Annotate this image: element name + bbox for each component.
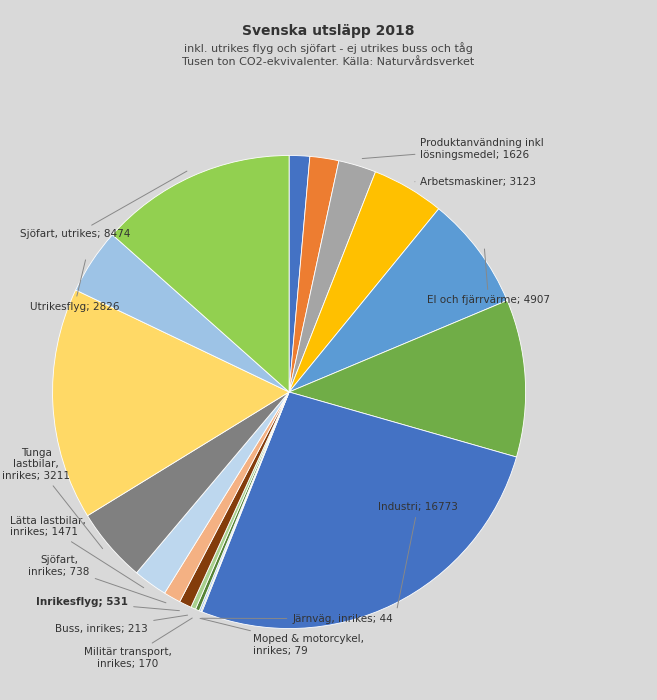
Wedge shape — [179, 392, 289, 607]
Text: Avfall; 1246: Avfall; 1246 — [0, 699, 1, 700]
Wedge shape — [289, 155, 310, 392]
Text: Bilar, inrikes; 10007: Bilar, inrikes; 10007 — [0, 699, 1, 700]
Text: Jordbruk; 6790: Jordbruk; 6790 — [0, 699, 1, 700]
Text: Arbetsmaskiner; 3123: Arbetsmaskiner; 3123 — [415, 177, 537, 187]
Wedge shape — [199, 392, 289, 612]
Text: Sjöfart, utrikes; 8474: Sjöfart, utrikes; 8474 — [20, 171, 187, 239]
Wedge shape — [76, 234, 289, 392]
Wedge shape — [289, 209, 507, 392]
Wedge shape — [137, 392, 289, 593]
Text: Industri; 16773: Industri; 16773 — [378, 502, 458, 608]
Wedge shape — [53, 290, 289, 516]
Wedge shape — [201, 392, 289, 612]
Text: inkl. utrikes flyg och sjöfart - ej utrikes buss och tåg: inkl. utrikes flyg och sjöfart - ej utri… — [184, 42, 473, 54]
Wedge shape — [191, 392, 289, 609]
Text: Inrikesflyg; 531: Inrikesflyg; 531 — [36, 597, 179, 610]
Text: Järnväg, inrikes; 44: Järnväg, inrikes; 44 — [202, 614, 393, 624]
Text: Egen uppvärmning av
bostäder och lokaler; 885: Egen uppvärmning av bostäder och lokaler… — [0, 699, 1, 700]
Text: Sjöfart,
inrikes; 738: Sjöfart, inrikes; 738 — [28, 555, 166, 603]
Text: Tunga
lastbilar,
inrikes; 3211: Tunga lastbilar, inrikes; 3211 — [2, 448, 102, 549]
Wedge shape — [165, 392, 289, 602]
Wedge shape — [87, 392, 289, 573]
Text: Militär transport,
inrikes; 170: Militär transport, inrikes; 170 — [84, 618, 193, 669]
Text: Tusen ton CO2-ekvivalenter. Källa: Naturvårdsverket: Tusen ton CO2-ekvivalenter. Källa: Natur… — [183, 57, 474, 67]
Text: Svenska utsläpp 2018: Svenska utsläpp 2018 — [242, 25, 415, 38]
Wedge shape — [112, 155, 289, 392]
Wedge shape — [289, 300, 526, 457]
Text: Produktanvändning inkl
lösningsmedel; 1626: Produktanvändning inkl lösningsmedel; 16… — [362, 138, 544, 160]
Wedge shape — [289, 172, 439, 392]
Wedge shape — [202, 392, 516, 629]
Wedge shape — [289, 161, 376, 392]
Text: El och fjärrvärme; 4907: El och fjärrvärme; 4907 — [427, 249, 550, 305]
Wedge shape — [289, 156, 339, 392]
Text: Moped & motorcykel,
inrikes; 79: Moped & motorcykel, inrikes; 79 — [200, 618, 364, 656]
Text: Utrikesflyg; 2826: Utrikesflyg; 2826 — [30, 260, 119, 312]
Wedge shape — [196, 392, 289, 611]
Text: Buss, inrikes; 213: Buss, inrikes; 213 — [55, 615, 188, 634]
Text: Lätta lastbilar,
inrikes; 1471: Lätta lastbilar, inrikes; 1471 — [10, 516, 144, 588]
